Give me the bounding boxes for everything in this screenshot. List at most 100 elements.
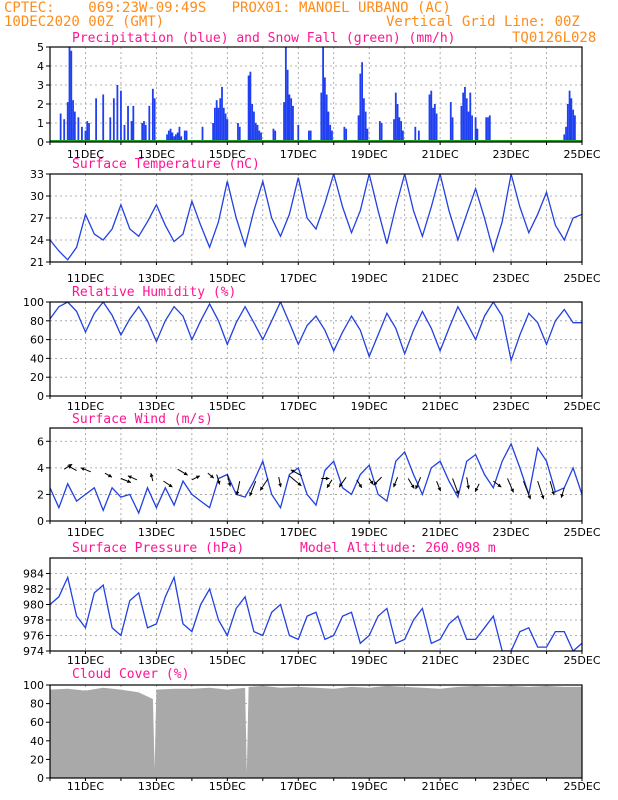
wind-arrow-head	[249, 492, 253, 497]
precip-bar	[323, 77, 326, 142]
precip-bar	[258, 130, 261, 142]
precip-title: Precipitation (blue) and Snow Fall (gree…	[72, 31, 456, 46]
x-tick-label: 19DEC	[351, 148, 388, 161]
precip-bar	[361, 62, 364, 143]
precip-bar	[288, 94, 291, 142]
x-tick-label: 17DEC	[280, 400, 317, 413]
wind-arrow-head	[527, 495, 531, 500]
wind-arrow-head	[497, 483, 502, 488]
precip-bar	[68, 47, 71, 142]
x-tick-label: 11DEC	[67, 780, 104, 793]
precip-bar	[462, 92, 465, 142]
y-tick-label: 33	[30, 168, 44, 181]
x-tick-label: 11DEC	[67, 272, 104, 285]
wind-arrow-head	[183, 471, 188, 476]
precip-bar	[401, 130, 404, 142]
precip-bar	[290, 98, 293, 142]
wind-arrow-head	[560, 493, 565, 498]
x-tick-label: 19DEC	[351, 272, 388, 285]
precip-bar	[178, 126, 181, 142]
precip-bar	[366, 128, 369, 142]
precip-bar	[130, 121, 133, 142]
y-tick-label: 0	[37, 515, 44, 528]
precip-bar	[219, 98, 222, 142]
x-tick-label: 23DEC	[493, 272, 530, 285]
precip-bar	[224, 113, 227, 142]
y-tick-label: 980	[23, 599, 44, 612]
precip-bar	[95, 98, 98, 142]
y-tick-label: 80	[30, 315, 44, 328]
wind-arrow-head	[466, 485, 471, 490]
precip-bar	[166, 134, 168, 142]
wind-arrow-head	[297, 482, 302, 486]
precip-bar	[70, 50, 73, 142]
x-tick-label: 11DEC	[67, 148, 104, 161]
temp-panel: Surface Temperature (nC) 21 24 27 30 33	[30, 157, 583, 269]
precip-bar	[148, 105, 151, 142]
precip-bar	[487, 117, 489, 142]
y-tick-label: 6	[37, 435, 44, 448]
precip-bar	[77, 117, 80, 142]
pres-panel: Surface Pressure (hPa) Model Altitude: 26…	[23, 541, 583, 658]
y-tick-label: 2	[37, 488, 44, 501]
wind-title: Surface Wind (m/s)	[72, 412, 213, 427]
x-tick-label: 17DEC	[280, 526, 317, 539]
precip-bar	[574, 115, 576, 142]
x-tick-label: 23DEC	[493, 654, 530, 667]
precip-bar	[253, 111, 255, 142]
x-tick-label: 21DEC	[422, 148, 459, 161]
precip-bar	[464, 86, 466, 142]
precip-bar	[171, 132, 174, 142]
precip-bar	[378, 121, 381, 142]
precip-bar	[297, 124, 300, 142]
precip-bar	[467, 111, 470, 142]
precip-bar	[109, 117, 112, 142]
y-tick-label: 100	[23, 679, 44, 692]
precip-bar	[460, 105, 463, 142]
x-tick-label: 21DEC	[422, 272, 459, 285]
x-tick-label: 17DEC	[280, 272, 317, 285]
wind-arrow-head	[551, 491, 555, 496]
precip-bar	[226, 119, 229, 142]
wind-panel: Surface Wind (m/s) 0 2 4 6	[37, 412, 583, 528]
y-tick-label: 1	[37, 117, 44, 130]
precip-bar	[570, 98, 573, 142]
precip-bar	[112, 98, 115, 142]
rh-title: Relative Humidity (%)	[72, 285, 236, 300]
x-tick-label: 15DEC	[209, 272, 246, 285]
precip-bar	[144, 124, 147, 142]
header-coords: 069:23W-09:49S	[88, 0, 207, 16]
precip-bar	[238, 126, 241, 142]
x-tick-label: 17DEC	[280, 780, 317, 793]
x-tick-label: 15DEC	[209, 654, 246, 667]
precip-bar	[176, 132, 179, 142]
precip-bar	[84, 130, 87, 142]
wind-arrow-head	[168, 483, 173, 488]
precip-bar	[169, 128, 172, 142]
header-grid-note: Vertical Grid Line: 00Z	[386, 14, 580, 30]
precip-bar	[465, 98, 468, 142]
precip-bar	[217, 107, 220, 142]
y-tick-label: 60	[30, 716, 44, 729]
y-tick-label: 100	[23, 296, 44, 309]
wind-arrow-head	[127, 475, 132, 479]
precip-bar	[141, 123, 144, 142]
x-tick-label: 17DEC	[280, 148, 317, 161]
x-tick-label: 25DEC	[563, 654, 600, 667]
precip-bar	[180, 136, 183, 142]
precip-bar	[474, 117, 477, 142]
wind-arrow-head	[216, 480, 221, 485]
y-tick-label: 60	[30, 334, 44, 347]
y-tick-label: 4	[37, 462, 44, 475]
x-tick-label: 11DEC	[67, 654, 104, 667]
x-tick-label: 15DEC	[209, 400, 246, 413]
precip-bar	[364, 111, 367, 142]
header-station: PROX01: MANOEL URBANO (AC)	[231, 0, 451, 16]
x-tick-label: 23DEC	[493, 400, 530, 413]
precip-bar	[343, 126, 346, 142]
precip-bar	[488, 115, 491, 142]
x-tick-label: 15DEC	[209, 526, 246, 539]
precip-bar	[153, 98, 156, 142]
x-tick-label: 19DEC	[351, 400, 388, 413]
